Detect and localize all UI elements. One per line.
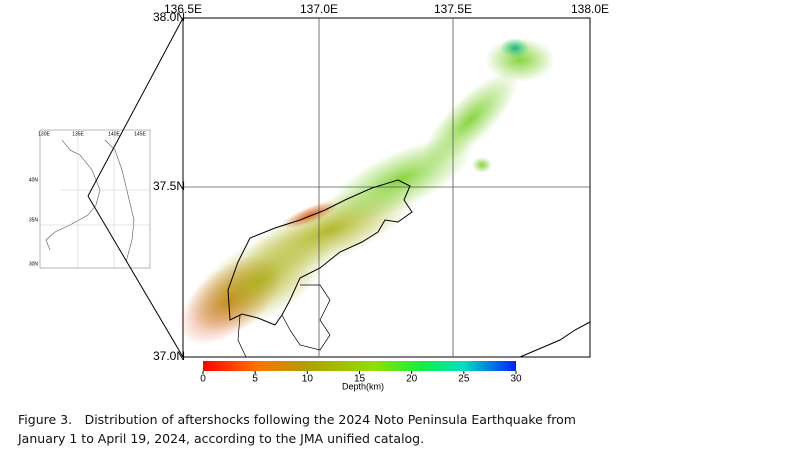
colorbar-label: Depth(km) [342, 381, 384, 391]
lon-label: 137.5E [434, 2, 472, 16]
lon-label: 138.0E [571, 2, 609, 16]
main-map [178, 17, 591, 358]
zoom-line [87, 17, 184, 197]
colorbar-tick-label: 20 [406, 374, 418, 385]
coastline [227, 179, 413, 326]
inset-lon-label: 135E [72, 131, 84, 137]
lat-label: 38.0N [153, 10, 185, 24]
colorbar [203, 361, 516, 371]
colorbar-tick-label: 0 [200, 374, 206, 385]
caption-line: January 1 to April 19, 2024, according t… [18, 431, 425, 446]
colorbar-tick-label: 30 [510, 374, 522, 385]
colorbar-tick-label: 25 [458, 374, 470, 385]
zoom-line [87, 195, 184, 358]
caption-line: Figure 3. Distribution of aftershocks fo… [18, 412, 576, 427]
inset-lat-label: 35N [29, 217, 39, 223]
lat-label: 37.5N [153, 179, 185, 193]
inset-lon-label: 140E [108, 131, 120, 137]
lon-label: 136.5E [164, 2, 202, 16]
inset-lat-label: 30N [29, 261, 39, 267]
figure: 130E 135E 140E 145E 40N 35N 30N 136.5E 137.0E 13… [29, 2, 609, 391]
inset-lon-label: 130E [38, 131, 50, 137]
aftershock-cloud [178, 38, 555, 345]
lon-label: 137.0E [300, 2, 338, 16]
lat-label: 37.0N [153, 349, 185, 363]
inset-lat-label: 40N [29, 177, 39, 183]
inset-map [39, 129, 151, 269]
colorbar-tick-label: 15 [354, 374, 366, 385]
colorbar-tick-label: 5 [252, 374, 258, 385]
colorbar-tick-label: 10 [302, 374, 314, 385]
inset-lon-label: 145E [134, 131, 146, 137]
